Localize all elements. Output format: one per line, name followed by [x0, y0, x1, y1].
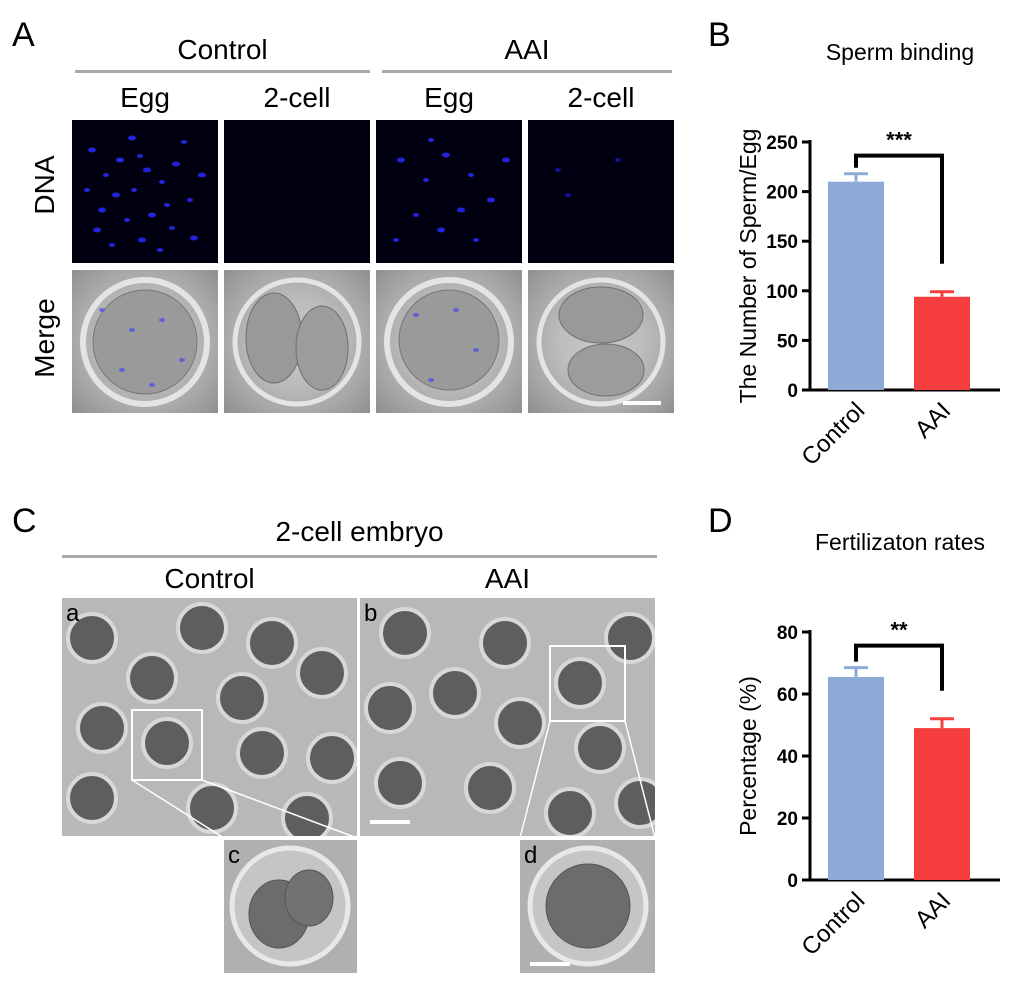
two-cell-outline	[232, 277, 362, 407]
dna-image-control-2cell	[224, 120, 370, 263]
sperm-binding-ytick-label: 150	[766, 232, 798, 253]
merge-image-aai-2cell	[528, 270, 674, 413]
fertilization-ytick-label: 0	[787, 871, 798, 892]
egg-zoom	[527, 845, 649, 967]
two-cell-outline	[536, 277, 666, 407]
embryo-field-image	[364, 607, 655, 836]
fertilization-ylabel: Percentage (%)	[735, 676, 761, 836]
dna-image-aai-2cell	[528, 120, 674, 263]
panel-c-title: 2-cell embryo	[275, 516, 444, 547]
panel-c-group-aai: AAI	[484, 563, 531, 594]
merge-image-control-2cell	[224, 270, 370, 413]
sperm-binding-ytick-label: 100	[766, 282, 798, 303]
fertilization-ytick-label: 20	[777, 809, 798, 830]
sublabel-c: c	[228, 842, 240, 869]
sublabel-b: b	[364, 600, 378, 627]
fertilization-bar-control	[828, 676, 884, 880]
sperm-binding-significance-label: ***	[886, 128, 912, 153]
sperm-binding-bar-aai	[914, 296, 970, 390]
fertilization-category-label: Control	[796, 887, 870, 961]
nuclei-dots	[84, 135, 206, 252]
sperm-binding-ytick-label: 200	[766, 183, 798, 204]
zoom-image-control: c	[224, 840, 357, 973]
sperm-binding-ytick-label: 50	[777, 331, 798, 352]
zoom-image-aai: d	[520, 840, 655, 973]
panel-c-group-control: Control	[164, 563, 255, 594]
chart-sperm-binding: Sperm binding The Number of Sperm/Egg 0 50 1…	[735, 39, 1000, 471]
panel-d-letter: D	[708, 502, 733, 540]
scale-bar	[370, 820, 410, 824]
dna-image-aai-egg	[376, 120, 522, 263]
nuclei-dots	[393, 138, 510, 242]
panel-a-letter: A	[12, 16, 35, 54]
panel-a-col-2cell-control: 2-cell	[263, 82, 331, 113]
two-cell-zoom	[229, 845, 351, 967]
sperm-binding-title: Sperm binding	[826, 39, 974, 65]
merge-image-control-egg	[72, 270, 218, 413]
fertilization-ytick-label: 60	[777, 685, 798, 706]
fertilization-ytick-label: 80	[777, 623, 798, 644]
panel-a-group-aai: AAI	[504, 34, 550, 65]
panel-c-letter: C	[12, 502, 37, 540]
sperm-binding-significance-bracket	[854, 153, 944, 264]
fertilization-title: Fertilizaton rates	[815, 529, 985, 555]
scale-bar	[623, 401, 661, 405]
merge-image-aai-egg	[376, 270, 522, 413]
sperm-binding-ytick-label: 0	[787, 381, 798, 402]
panel-a-col-2cell-aai: 2-cell	[567, 82, 635, 113]
embryo-field-aai: b	[360, 598, 655, 836]
embryo-field-image	[66, 602, 357, 836]
fertilization-significance-bracket	[854, 643, 944, 691]
panel-a-col-egg-aai: Egg	[424, 82, 474, 113]
sperm-binding-ylabel: The Number of Sperm/Egg	[735, 129, 761, 404]
egg-outline	[384, 277, 514, 407]
chart-fertilization-rates: Fertilizaton rates Percentage (%) 0 20 40 60 8…	[735, 529, 1000, 961]
panel-a-rule-aai	[382, 70, 672, 73]
scale-bar	[530, 962, 570, 966]
fertilization-bar-aai	[914, 728, 970, 880]
panel-a-col-egg-control: Egg	[120, 82, 170, 113]
dna-image-control-egg	[72, 120, 218, 263]
sperm-binding-bar-control	[828, 181, 884, 390]
fertilization-ytick-label: 40	[777, 747, 798, 768]
panel-c-rule	[62, 555, 657, 558]
panel-a-group-control: Control	[177, 34, 268, 65]
sublabel-a: a	[66, 600, 80, 627]
fertilization-category-label: AAI	[910, 887, 956, 933]
nuclei-dots	[555, 158, 621, 197]
sperm-binding-ytick-label: 250	[766, 133, 798, 154]
embryo-field-control: a	[62, 598, 357, 836]
panel-a-rule-control	[75, 70, 370, 73]
fertilization-significance-label: **	[890, 618, 908, 643]
egg-outline	[80, 277, 210, 407]
sublabel-d: d	[524, 842, 538, 869]
panel-b-letter: B	[708, 16, 731, 54]
